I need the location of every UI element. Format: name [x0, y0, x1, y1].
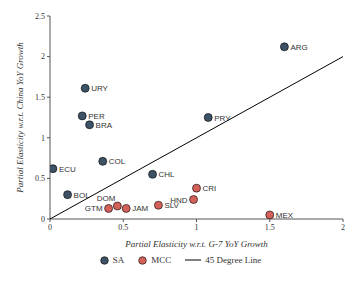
- svg-text:2: 2: [341, 223, 345, 232]
- svg-text:PER: PER: [88, 112, 105, 121]
- svg-text:COL: COL: [109, 157, 126, 166]
- svg-text:ECU: ECU: [59, 165, 76, 174]
- html-text:SA: SA: [112, 255, 125, 265]
- svg-text:0: 0: [41, 215, 45, 224]
- svg-text:ARG: ARG: [290, 43, 307, 52]
- svg-text:1.5: 1.5: [265, 223, 275, 232]
- svg-text:PRY: PRY: [214, 114, 231, 123]
- svg-text:Partial Elasticity w.r.t. Chin: Partial Elasticity w.r.t. China YoY Grow…: [15, 42, 25, 194]
- svg-text:2: 2: [41, 52, 45, 61]
- svg-text:HND: HND: [170, 195, 188, 205]
- svg-text:URY: URY: [91, 84, 108, 93]
- html-text:MCC: MCC: [151, 255, 172, 265]
- svg-text:CHL: CHL: [159, 170, 176, 179]
- svg-text:GTM: GTM: [85, 204, 103, 213]
- svg-text:1: 1: [195, 223, 199, 232]
- svg-text:1: 1: [41, 134, 45, 143]
- svg-text:1.5: 1.5: [35, 93, 45, 102]
- svg-text:0.5: 0.5: [118, 223, 128, 232]
- svg-text:0.5: 0.5: [35, 174, 45, 183]
- svg-text:0: 0: [48, 223, 52, 232]
- svg-text:JAM: JAM: [132, 204, 148, 213]
- html-text:45 Degree Line: 45 Degree Line: [205, 255, 262, 265]
- svg-text:SLV: SLV: [164, 201, 179, 210]
- svg-text:BOL: BOL: [73, 190, 90, 200]
- svg-text:BRA: BRA: [96, 121, 113, 130]
- svg-text:2.5: 2.5: [35, 12, 45, 21]
- svg-text:Partial Elasticity w.r.t. G-7: Partial Elasticity w.r.t. G-7 YoY Growth: [124, 239, 268, 249]
- svg-text:CRI: CRI: [203, 184, 217, 193]
- svg-text:MEX: MEX: [276, 211, 294, 219]
- svg-text:DOM: DOM: [97, 194, 116, 203]
